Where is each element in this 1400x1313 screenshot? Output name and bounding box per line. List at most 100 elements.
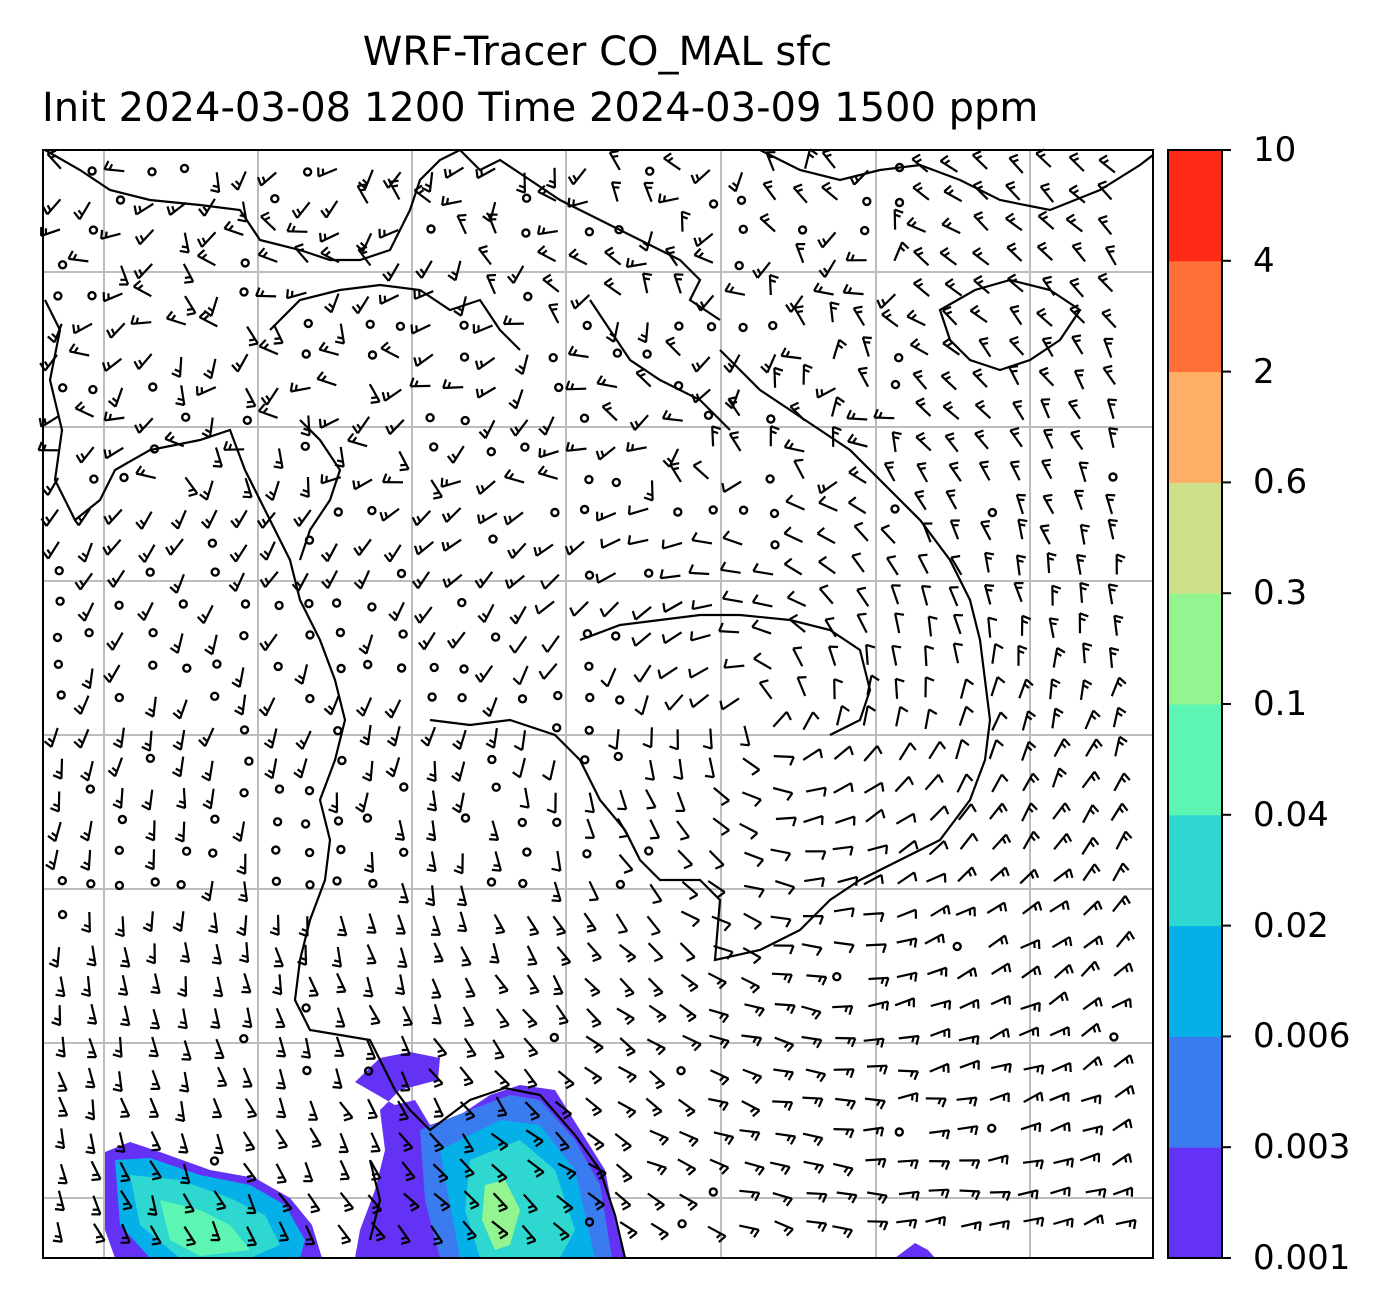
wind-barb bbox=[713, 945, 734, 960]
wind-barb bbox=[688, 666, 709, 679]
wind-barb bbox=[955, 906, 976, 917]
calm-circle bbox=[239, 1033, 249, 1044]
wind-barb bbox=[1042, 428, 1054, 449]
map-frame bbox=[42, 149, 1154, 1259]
wind-barb bbox=[198, 310, 218, 328]
calm-circle bbox=[521, 193, 532, 203]
colorbar-bin-6 bbox=[1168, 482, 1222, 594]
wind-barb bbox=[702, 728, 713, 750]
calm-circle bbox=[57, 909, 68, 920]
calm-circle bbox=[520, 442, 530, 452]
wind-barb bbox=[316, 371, 337, 387]
wind-barb bbox=[1079, 523, 1090, 545]
wind-barb bbox=[201, 417, 214, 439]
wind-barb bbox=[1082, 804, 1100, 824]
wind-barb bbox=[821, 181, 839, 201]
wind-barb bbox=[567, 168, 587, 186]
wind-barb bbox=[942, 400, 960, 420]
wind-barb bbox=[753, 652, 772, 670]
wind-barb bbox=[1069, 304, 1086, 324]
calm-circle bbox=[148, 628, 158, 638]
wind-barb bbox=[1021, 740, 1037, 761]
wind-barb bbox=[978, 460, 991, 481]
calm-circle bbox=[517, 817, 527, 828]
calm-circle bbox=[459, 320, 469, 330]
wind-barb bbox=[948, 461, 962, 482]
wind-barb bbox=[1049, 1026, 1071, 1037]
wind-barb bbox=[1046, 552, 1057, 574]
wind-barb bbox=[362, 760, 374, 782]
wind-barb bbox=[1037, 210, 1055, 230]
wind-barb bbox=[661, 539, 683, 550]
wind-barb bbox=[690, 388, 711, 404]
wind-barb bbox=[744, 1161, 765, 1176]
calm-circle bbox=[766, 414, 776, 424]
wind-barb bbox=[431, 1003, 442, 1025]
wind-barb bbox=[149, 1225, 162, 1246]
wind-barb bbox=[930, 904, 951, 917]
wind-barb bbox=[210, 172, 221, 194]
wind-barb bbox=[802, 1132, 824, 1147]
wind-barb bbox=[103, 664, 121, 684]
wind-barb bbox=[707, 972, 727, 990]
calm-circle bbox=[57, 876, 67, 886]
calm-circle bbox=[182, 663, 192, 673]
wind-barb bbox=[708, 1097, 729, 1112]
wind-barb bbox=[339, 1192, 355, 1213]
wind-barb bbox=[198, 198, 216, 217]
wind-barb bbox=[741, 791, 762, 808]
wind-barb bbox=[395, 914, 406, 935]
wind-barb bbox=[273, 324, 284, 345]
wind-barb bbox=[112, 1071, 123, 1093]
wind-barb bbox=[692, 460, 710, 480]
wind-barb bbox=[463, 1190, 480, 1210]
wind-barb bbox=[552, 1222, 570, 1242]
wind-barb bbox=[258, 697, 276, 717]
wind-barb bbox=[477, 512, 498, 525]
wind-barb bbox=[411, 571, 431, 590]
calm-circle bbox=[365, 319, 375, 329]
calm-circle bbox=[273, 661, 283, 672]
wind-barb bbox=[770, 915, 792, 928]
wind-barb bbox=[210, 1220, 221, 1242]
wind-barb bbox=[509, 419, 529, 437]
wind-barb bbox=[118, 975, 129, 996]
wind-barb bbox=[232, 821, 246, 843]
wind-barb bbox=[456, 213, 467, 235]
calm-circle bbox=[644, 846, 654, 856]
wind-barb bbox=[832, 1162, 854, 1177]
wind-barb bbox=[175, 1101, 186, 1123]
wind-barb bbox=[523, 1037, 539, 1058]
calm-circle bbox=[521, 228, 531, 238]
wind-barb bbox=[1051, 936, 1073, 949]
wind-barb bbox=[80, 975, 91, 998]
calm-circle bbox=[708, 199, 719, 209]
wind-barb bbox=[551, 881, 562, 903]
wind-barb bbox=[1023, 1064, 1045, 1075]
wind-barb bbox=[1017, 518, 1028, 540]
wind-barb bbox=[619, 1037, 636, 1057]
wind-barb bbox=[1071, 334, 1084, 355]
wind-barb bbox=[690, 631, 711, 642]
wind-barb bbox=[775, 816, 797, 827]
wind-barb bbox=[1005, 212, 1023, 232]
wind-barb bbox=[988, 739, 1004, 760]
wind-barb bbox=[556, 1194, 574, 1214]
coastline-segment-8 bbox=[269, 283, 521, 351]
wind-barb bbox=[478, 419, 496, 440]
wind-barb bbox=[584, 792, 595, 814]
wind-barb bbox=[1023, 1091, 1044, 1104]
wind-barb bbox=[991, 711, 1008, 731]
wind-barb bbox=[1009, 460, 1021, 481]
wind-barb bbox=[722, 530, 743, 546]
wind-barb bbox=[817, 480, 838, 495]
wind-barb bbox=[771, 972, 793, 984]
wind-barb bbox=[415, 260, 433, 279]
wind-barb bbox=[46, 149, 62, 170]
wind-barb bbox=[1085, 1187, 1107, 1198]
wind-barb bbox=[617, 789, 628, 811]
wind-barb bbox=[57, 1071, 68, 1092]
wind-barb bbox=[1022, 1159, 1044, 1170]
wind-barb bbox=[989, 802, 1008, 820]
calm-circle bbox=[427, 692, 437, 702]
